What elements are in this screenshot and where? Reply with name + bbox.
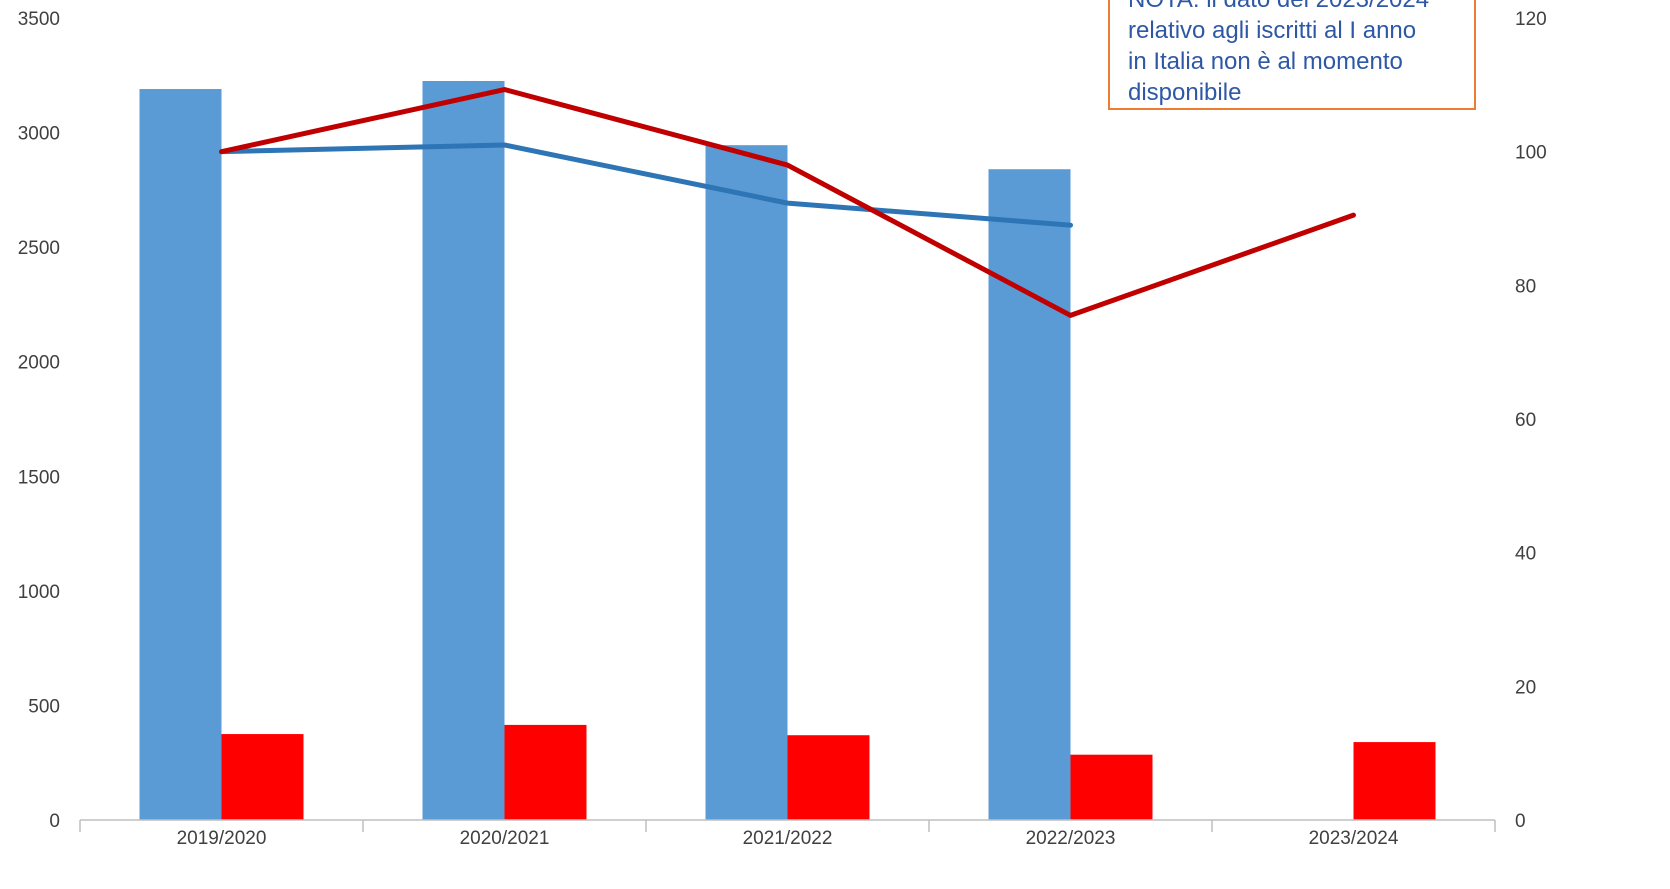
x-tick-label: 2023/2024 <box>1309 828 1399 849</box>
y-left-tick-label: 500 <box>28 696 60 717</box>
y-left-tick-label: 0 <box>49 811 60 832</box>
y-left-tick-label: 2000 <box>18 353 60 374</box>
y-right-tick-label: 80 <box>1515 276 1536 297</box>
bar <box>221 734 304 820</box>
note-line: NOTA: il dato del 2023/2024 <box>1128 0 1460 15</box>
x-tick-label: 2019/2020 <box>177 828 267 849</box>
bar <box>139 89 222 820</box>
y-left-tick-label: 3500 <box>18 9 60 30</box>
y-left-tick-label: 2500 <box>18 238 60 259</box>
bar <box>422 81 505 820</box>
y-right-tick-label: 40 <box>1515 544 1536 565</box>
bar <box>787 735 870 820</box>
bar <box>705 145 788 820</box>
y-right-tick-label: 100 <box>1515 143 1547 164</box>
bar <box>988 169 1071 821</box>
note-line: relativo agli iscritti al I anno <box>1128 17 1417 44</box>
bar <box>1070 754 1153 820</box>
x-tick-label: 2022/2023 <box>1026 828 1116 849</box>
y-right-tick-label: 0 <box>1515 811 1526 832</box>
series-line <box>219 87 1356 318</box>
note-line: disponibile <box>1128 79 1242 106</box>
x-tick-label: 2020/2021 <box>460 828 550 849</box>
y-left-tick-label: 3000 <box>18 124 60 145</box>
y-right-tick-label: 60 <box>1515 410 1536 431</box>
note-box: NOTA: il dato del 2023/2024 relativo agl… <box>1108 0 1476 110</box>
bar <box>1353 742 1436 820</box>
y-left-tick-label: 1000 <box>18 582 60 603</box>
series-line <box>219 142 1073 228</box>
bar <box>504 724 587 820</box>
note-line: in Italia non è al momento <box>1128 48 1403 75</box>
y-left-tick-label: 1500 <box>18 467 60 488</box>
y-right-tick-label: 120 <box>1515 9 1547 30</box>
x-tick-label: 2021/2022 <box>743 828 833 849</box>
y-right-tick-label: 20 <box>1515 677 1536 698</box>
